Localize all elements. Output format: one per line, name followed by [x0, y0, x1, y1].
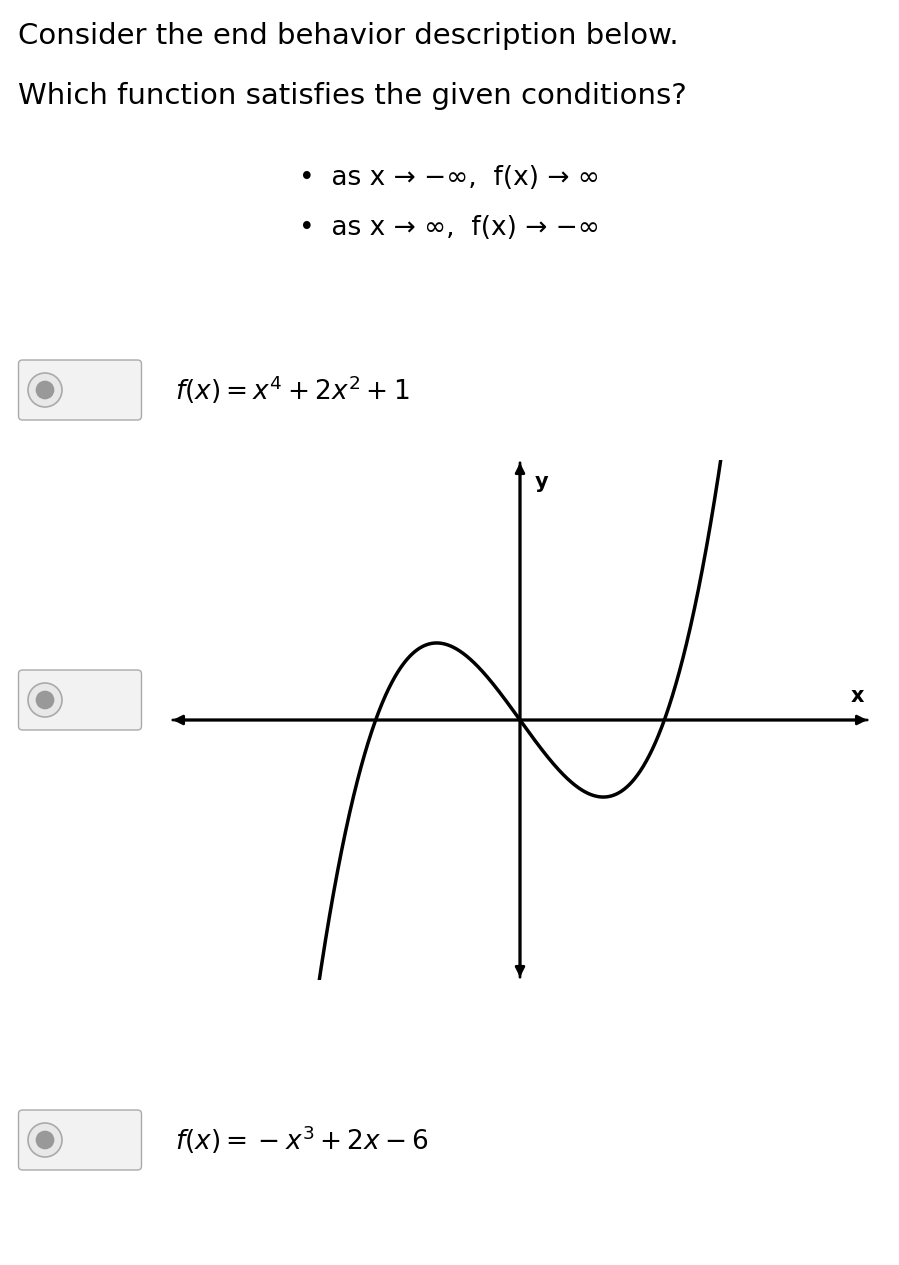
Text: •  as x → −∞,  f(x) → ∞: • as x → −∞, f(x) → ∞	[298, 164, 600, 191]
Circle shape	[28, 1123, 62, 1157]
Text: Consider the end behavior description below.: Consider the end behavior description be…	[18, 22, 679, 51]
Text: A.: A.	[70, 377, 96, 404]
FancyBboxPatch shape	[19, 1109, 141, 1170]
Circle shape	[28, 373, 62, 407]
Circle shape	[28, 683, 62, 717]
Text: C.: C.	[70, 1127, 97, 1152]
Text: x: x	[850, 686, 864, 706]
Text: Which function satisfies the given conditions?: Which function satisfies the given condi…	[18, 82, 687, 110]
FancyBboxPatch shape	[19, 361, 141, 420]
Circle shape	[36, 1131, 54, 1150]
Text: $f(x) = x^4 + 2x^2 + 1$: $f(x) = x^4 + 2x^2 + 1$	[175, 373, 409, 406]
Circle shape	[36, 691, 54, 710]
Text: •  as x → ∞,  f(x) → −∞: • as x → ∞, f(x) → −∞	[298, 215, 600, 242]
Circle shape	[36, 381, 54, 400]
Text: $f(x) = -x^3 + 2x - 6$: $f(x) = -x^3 + 2x - 6$	[175, 1123, 429, 1156]
Text: y: y	[535, 472, 548, 492]
Text: B.: B.	[70, 687, 96, 713]
FancyBboxPatch shape	[19, 670, 141, 730]
